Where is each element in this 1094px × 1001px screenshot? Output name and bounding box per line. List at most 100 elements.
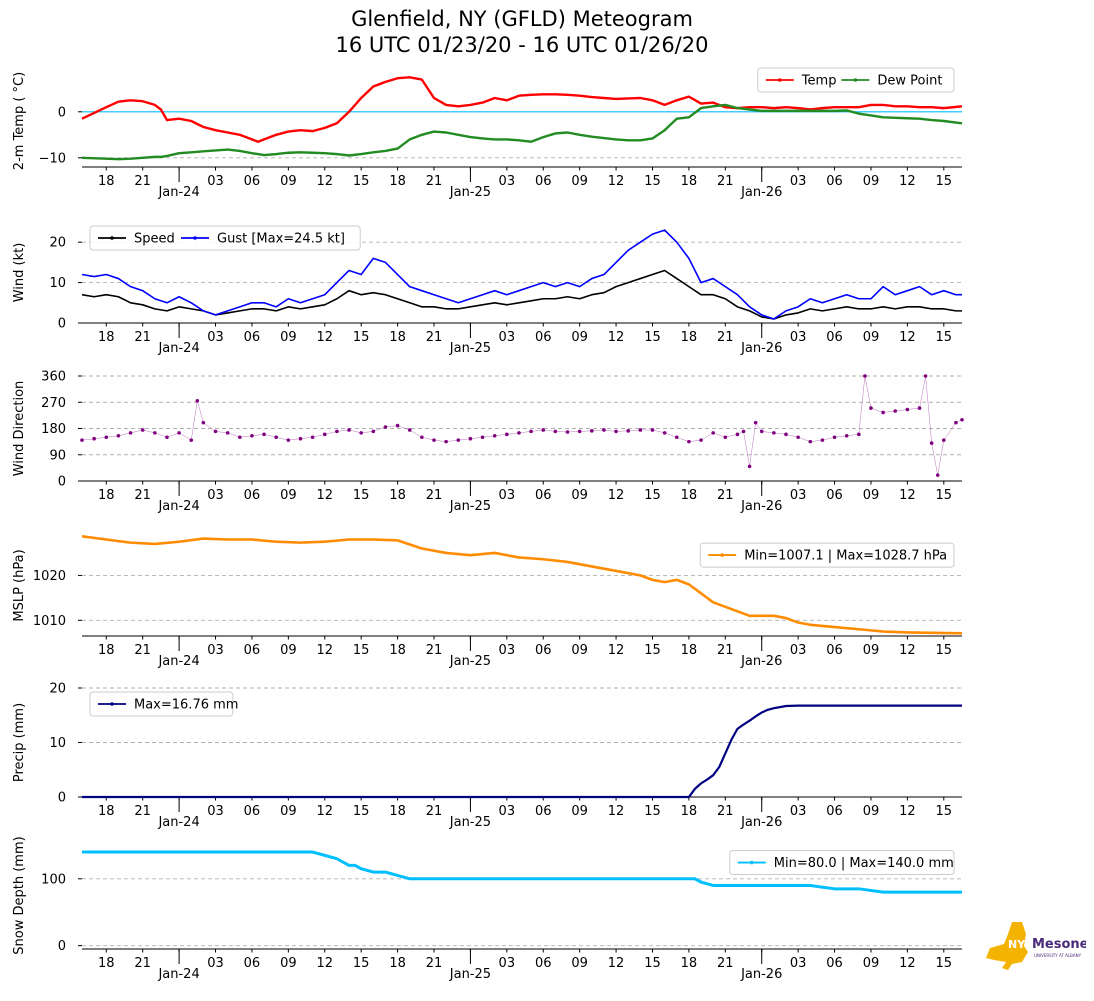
x-tick-label: 15 [644, 643, 661, 658]
x-tick-label: 03 [207, 174, 224, 189]
date-tick-label: Jan-25 [449, 499, 491, 514]
y-tick-label: 1020 [33, 569, 66, 584]
date-tick-label: Jan-26 [740, 341, 782, 356]
x-tick-label: 12 [316, 643, 333, 658]
x-tick-label: 18 [389, 174, 406, 189]
x-tick-label: 21 [426, 330, 443, 345]
x-tick-label: 06 [826, 488, 843, 503]
x-tick-label: 12 [899, 643, 916, 658]
series-direction [80, 374, 964, 477]
x-tick-label: 18 [681, 174, 698, 189]
x-tick-label: 12 [608, 488, 625, 503]
date-tick-label: Jan-24 [157, 185, 199, 200]
x-tick-label: 18 [98, 643, 115, 658]
x-tick-label: 09 [863, 956, 880, 971]
legend-box [89, 691, 234, 717]
x-tick-label: 06 [826, 330, 843, 345]
x-tick-label: 03 [207, 956, 224, 971]
x-tick-label: 12 [316, 488, 333, 503]
x-tick-label: 21 [134, 804, 151, 819]
new-york-state-icon [986, 922, 1028, 970]
legend: Speed Gust [Max=24.5 kt] [89, 225, 361, 251]
direction-point [577, 429, 582, 434]
x-tick-label: 09 [571, 804, 588, 819]
direction-point [941, 438, 946, 442]
x-tick-label: 15 [936, 174, 953, 189]
direction-point [298, 436, 303, 441]
x-tick-label: 09 [280, 643, 297, 658]
y-tick-label: 20 [49, 682, 66, 697]
direction-point [923, 374, 928, 378]
x-tick-label: 15 [353, 174, 370, 189]
x-tick-label: 03 [207, 488, 224, 503]
x-tick-label: 09 [863, 330, 880, 345]
y-tick-label: 100 [41, 872, 66, 887]
direction-point [225, 431, 230, 435]
x-tick-label: 21 [134, 174, 151, 189]
chart-title: Glenfield, NY (GFLD) Meteogram [351, 7, 693, 31]
direction-point [820, 438, 825, 442]
date-tick-label: Jan-24 [157, 654, 199, 669]
y-tick-label: 10 [49, 276, 66, 291]
direction-point [541, 428, 546, 432]
direction-point [589, 429, 594, 433]
x-tick-label: 12 [608, 174, 625, 189]
x-tick-label: 18 [98, 174, 115, 189]
x-tick-label: 21 [134, 643, 151, 658]
series-line-precip [82, 704, 962, 799]
legend: Min=1007.1 | Max=1028.7 hPa [699, 542, 955, 568]
x-tick-label: 03 [499, 330, 516, 345]
direction-point [529, 429, 533, 434]
x-tick-label: 15 [936, 330, 953, 345]
x-tick-label: 06 [535, 330, 552, 345]
date-tick-label: Jan-24 [157, 341, 199, 356]
x-tick-label: 18 [389, 804, 406, 819]
x-tick-label: 21 [134, 330, 151, 345]
x-tick-label: 12 [608, 643, 625, 658]
x-tick-label: 09 [571, 488, 588, 503]
x-tick-label: 06 [826, 174, 843, 189]
x-tick-label: 09 [863, 804, 880, 819]
direction-point [262, 432, 266, 437]
direction-point [808, 439, 813, 444]
x-tick-label: 21 [426, 174, 443, 189]
x-tick-label: 21 [717, 488, 734, 503]
panel-temp: 18 21 03 06 09 12 15 18 21 03 06 09 12 15 18 21 03 06 09 12… [12, 67, 963, 200]
x-tick-label: 21 [717, 643, 734, 658]
x-tick-label: 03 [207, 643, 224, 658]
date-tick-label: Jan-26 [740, 815, 782, 830]
x-tick-label: 12 [608, 804, 625, 819]
date-tick-label: Jan-24 [157, 815, 199, 830]
direction-point [104, 435, 109, 440]
panel-precip: 18 21 03 06 09 12 15 18 21 03 06 09 12 15 18 21 03 06 09 12… [12, 682, 962, 830]
direction-point [674, 435, 679, 440]
direction-point [80, 438, 84, 442]
direction-point [638, 428, 643, 432]
legend-label: Min=1007.1 | Max=1028.7 hPa [744, 549, 947, 564]
x-tick-label: 09 [571, 174, 588, 189]
direction-point [432, 438, 436, 442]
x-tick-label: 06 [244, 643, 261, 658]
x-tick-label: 09 [280, 804, 297, 819]
direction-point [310, 435, 315, 440]
direction-point [128, 431, 133, 435]
y-tick-label: 20 [49, 236, 66, 251]
x-tick-label: 06 [826, 956, 843, 971]
x-tick-label: 06 [826, 643, 843, 658]
legend-label: Dew Point [877, 74, 942, 89]
date-tick-label: Jan-25 [449, 654, 491, 669]
x-tick-label: 09 [571, 330, 588, 345]
x-tick-label: 21 [717, 956, 734, 971]
x-tick-label: 06 [244, 956, 261, 971]
legend-box [699, 542, 955, 568]
x-tick-label: 18 [389, 643, 406, 658]
x-tick-label: 06 [244, 488, 261, 503]
x-tick-label: 12 [316, 174, 333, 189]
x-tick-label: 12 [899, 174, 916, 189]
x-tick-label: 03 [499, 174, 516, 189]
x-tick-label: 12 [899, 488, 916, 503]
direction-point [735, 432, 740, 437]
x-tick-label: 12 [316, 956, 333, 971]
x-tick-label: 21 [134, 956, 151, 971]
